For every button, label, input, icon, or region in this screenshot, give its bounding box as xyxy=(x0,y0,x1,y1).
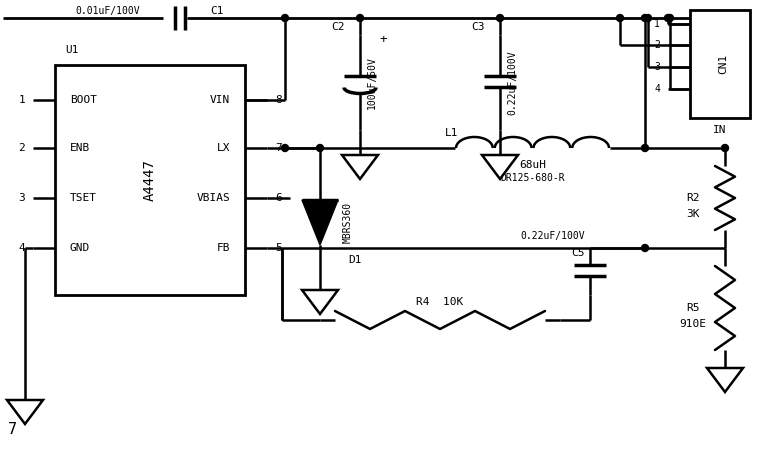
Text: R2: R2 xyxy=(686,193,700,203)
Circle shape xyxy=(641,144,648,151)
Circle shape xyxy=(356,14,363,21)
Text: 2: 2 xyxy=(654,40,660,50)
Text: CN1: CN1 xyxy=(718,54,728,74)
Text: U1: U1 xyxy=(65,45,78,55)
Text: TSET: TSET xyxy=(70,193,97,203)
Text: 5: 5 xyxy=(275,243,282,253)
Text: ENB: ENB xyxy=(70,143,90,153)
Polygon shape xyxy=(7,400,43,424)
Circle shape xyxy=(641,245,648,252)
Polygon shape xyxy=(342,155,378,179)
Text: 7: 7 xyxy=(275,143,282,153)
Text: 4: 4 xyxy=(654,84,660,94)
Text: 910E: 910E xyxy=(680,319,706,329)
Text: GND: GND xyxy=(70,243,90,253)
Circle shape xyxy=(721,144,728,151)
Text: 0.01uF/100V: 0.01uF/100V xyxy=(75,6,140,16)
Text: 4: 4 xyxy=(18,243,25,253)
Text: 6: 6 xyxy=(275,193,282,203)
Text: 0.22uF/100V: 0.22uF/100V xyxy=(507,50,517,115)
Text: 3: 3 xyxy=(18,193,25,203)
Text: L1: L1 xyxy=(445,128,459,138)
Polygon shape xyxy=(302,200,338,245)
Circle shape xyxy=(282,144,288,151)
Text: R5: R5 xyxy=(686,303,700,313)
Text: 100uF/50V: 100uF/50V xyxy=(367,56,377,109)
Circle shape xyxy=(666,14,673,21)
Polygon shape xyxy=(707,368,743,392)
Circle shape xyxy=(641,14,648,21)
Text: D1: D1 xyxy=(348,255,362,265)
Text: IN: IN xyxy=(713,125,727,135)
Text: +: + xyxy=(380,34,388,47)
Text: 3: 3 xyxy=(654,62,660,72)
Text: VIN: VIN xyxy=(210,95,230,105)
Circle shape xyxy=(616,14,623,21)
Text: C3: C3 xyxy=(471,22,485,32)
Circle shape xyxy=(316,144,323,151)
Polygon shape xyxy=(302,290,338,314)
Text: LX: LX xyxy=(217,143,230,153)
Text: 0.22uF/100V: 0.22uF/100V xyxy=(521,231,585,241)
Text: VBIAS: VBIAS xyxy=(197,193,230,203)
Circle shape xyxy=(282,14,288,21)
Circle shape xyxy=(665,14,672,21)
Text: 2: 2 xyxy=(18,143,25,153)
Text: 3K: 3K xyxy=(686,209,700,219)
Bar xyxy=(690,10,750,118)
Text: C5: C5 xyxy=(572,248,585,258)
Circle shape xyxy=(496,14,503,21)
Text: DR125-680-R: DR125-680-R xyxy=(500,173,565,183)
Text: 7: 7 xyxy=(8,423,17,438)
Text: 1: 1 xyxy=(18,95,25,105)
Text: 1: 1 xyxy=(654,19,660,29)
Text: FB: FB xyxy=(217,243,230,253)
Text: A4447: A4447 xyxy=(143,159,157,201)
Polygon shape xyxy=(482,155,518,179)
Text: 68uH: 68uH xyxy=(519,160,546,170)
Text: R4  10K: R4 10K xyxy=(417,297,464,307)
Bar xyxy=(55,65,245,295)
Text: BOOT: BOOT xyxy=(70,95,97,105)
Text: MBRS360: MBRS360 xyxy=(343,202,353,243)
Text: 8: 8 xyxy=(275,95,282,105)
Text: C1: C1 xyxy=(210,6,223,16)
Circle shape xyxy=(644,14,651,21)
Text: C2: C2 xyxy=(331,22,345,32)
